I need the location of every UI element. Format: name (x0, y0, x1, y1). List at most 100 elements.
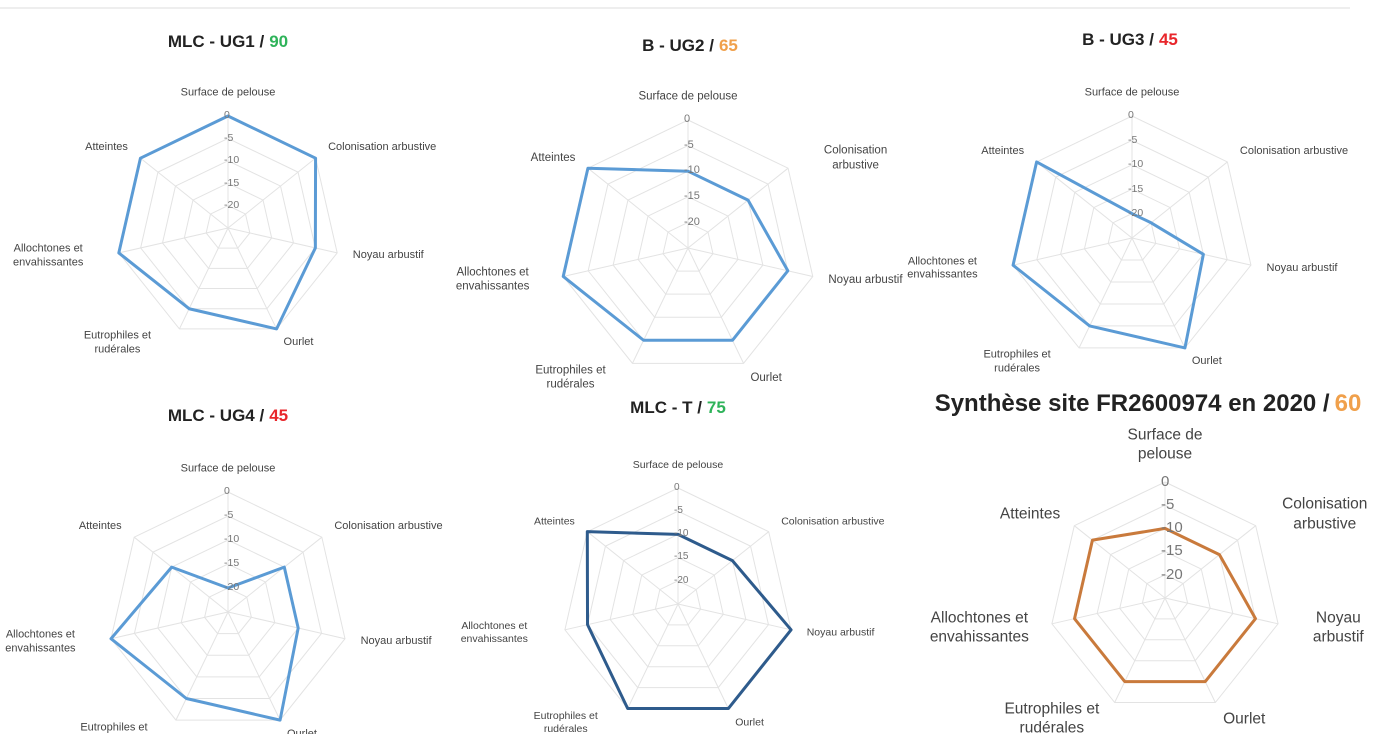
spoke (140, 157, 229, 229)
r-tick-label: -5 (1128, 133, 1138, 146)
spoke (1131, 161, 1228, 239)
series-line (585, 530, 793, 711)
spoke (1131, 237, 1252, 266)
r-tick-label: 0 (1128, 109, 1134, 122)
spoke (1131, 237, 1186, 349)
r-tick-label: -20 (684, 215, 700, 228)
r-tick-label: 0 (684, 113, 691, 126)
r-tick-label: -20 (674, 574, 689, 586)
r-tick-label: -15 (224, 557, 240, 570)
category-label: Eutrophiles et rudérales (83, 329, 152, 356)
category-label: Surface de pelouse (180, 86, 276, 99)
category-label: Atteintes (78, 520, 122, 533)
spoke (227, 536, 323, 613)
grid-ring (1096, 527, 1234, 662)
grid-ring (609, 533, 747, 668)
r-tick-label: 0 (674, 481, 680, 493)
category-label: Surface de pelouse (180, 462, 276, 475)
spoke (586, 531, 679, 605)
spoke (1051, 597, 1166, 625)
chart-title: MLC - UG1 /90 (168, 32, 288, 52)
grid-ring (662, 221, 714, 272)
category-label: Atteintes (85, 141, 128, 154)
category-label: Allochtones et envahissantes (455, 266, 530, 294)
spoke (227, 157, 316, 229)
r-tick-label: -15 (674, 551, 689, 563)
category-label: Allochtones et envahissantes (929, 609, 1029, 646)
grid-ring (632, 557, 724, 647)
spoke (677, 603, 729, 709)
category-label: Colonisation arbustive (334, 520, 443, 533)
category-label: Eutrophiles et rudérales (1004, 700, 1100, 734)
spoke (227, 611, 346, 640)
spoke (677, 603, 792, 631)
chart-title: MLC - T /75 (630, 398, 726, 418)
category-label: Surface de pelouse (1084, 86, 1180, 99)
score: 75 (706, 398, 726, 417)
spoke (1114, 597, 1166, 703)
r-tick-label: -5 (1161, 495, 1175, 513)
grid-ring (1119, 551, 1211, 641)
spoke (687, 247, 813, 277)
grid-ring (1051, 481, 1279, 704)
spoke (564, 603, 679, 631)
chart-title: Synthèse site FR2600974 en 2020 /60 (935, 390, 1362, 418)
r-tick-label: -10 (1128, 158, 1144, 171)
series-line (1011, 160, 1205, 350)
spoke (1164, 597, 1216, 703)
r-tick-label: -10 (684, 164, 700, 177)
category-label: Eutrophiles et rudérales (983, 348, 1051, 375)
title-text: MLC - T / (630, 398, 702, 417)
r-tick-label: -5 (224, 131, 234, 144)
title-text: B - UG3 / (1082, 30, 1154, 49)
grid-ring (161, 160, 295, 290)
series-line (109, 565, 300, 722)
category-label: Allochtones et envahissantes (907, 254, 978, 281)
score: 45 (269, 406, 289, 425)
spoke (227, 227, 338, 254)
r-tick-label: 0 (224, 485, 230, 498)
category-label: Surface de pelouse (638, 90, 738, 103)
r-tick-label: -15 (224, 176, 240, 189)
r-tick-label: -15 (1128, 182, 1144, 195)
category-label: Atteintes (999, 505, 1061, 523)
grid-ring (1107, 213, 1157, 261)
spoke (110, 611, 229, 640)
category-label: Colonisation arbustive (1282, 496, 1368, 533)
category-label: Ourlet (1223, 710, 1266, 728)
grid-ring (612, 170, 764, 318)
grid-ring (180, 563, 276, 656)
category-label: Atteintes (530, 152, 576, 165)
category-label: Noyau arbustif (1312, 609, 1364, 646)
grid-ring (1060, 164, 1204, 305)
category-label: Ourlet (1191, 355, 1222, 368)
grid-ring (1036, 139, 1228, 327)
title-text: B - UG2 / (642, 36, 714, 55)
spoke (133, 536, 229, 613)
category-label: Atteintes (533, 515, 575, 528)
spoke (687, 167, 789, 249)
score: 45 (1158, 30, 1178, 49)
title-text: Synthèse site FR2600974 en 2020 / (934, 390, 1330, 417)
score: 90 (269, 32, 289, 51)
r-tick-label: -20 (224, 199, 240, 211)
grid-ring (1141, 574, 1189, 620)
spoke (563, 247, 689, 277)
grid-ring (1083, 188, 1181, 283)
spoke (1012, 237, 1133, 266)
category-label: Noyau arbustif (1266, 261, 1338, 274)
spoke (178, 227, 229, 330)
r-tick-label: -10 (224, 154, 240, 167)
spoke (677, 531, 770, 605)
spoke (687, 247, 744, 364)
category-label: Noyau arbustif (360, 635, 432, 648)
r-tick-label: 0 (224, 109, 230, 122)
grid-ring (110, 491, 346, 721)
r-tick-label: -5 (684, 138, 694, 151)
r-tick-label: -20 (224, 581, 240, 594)
grid-ring (140, 137, 316, 310)
category-label: Allochtones et envahissantes (5, 628, 76, 655)
spoke (632, 247, 689, 364)
